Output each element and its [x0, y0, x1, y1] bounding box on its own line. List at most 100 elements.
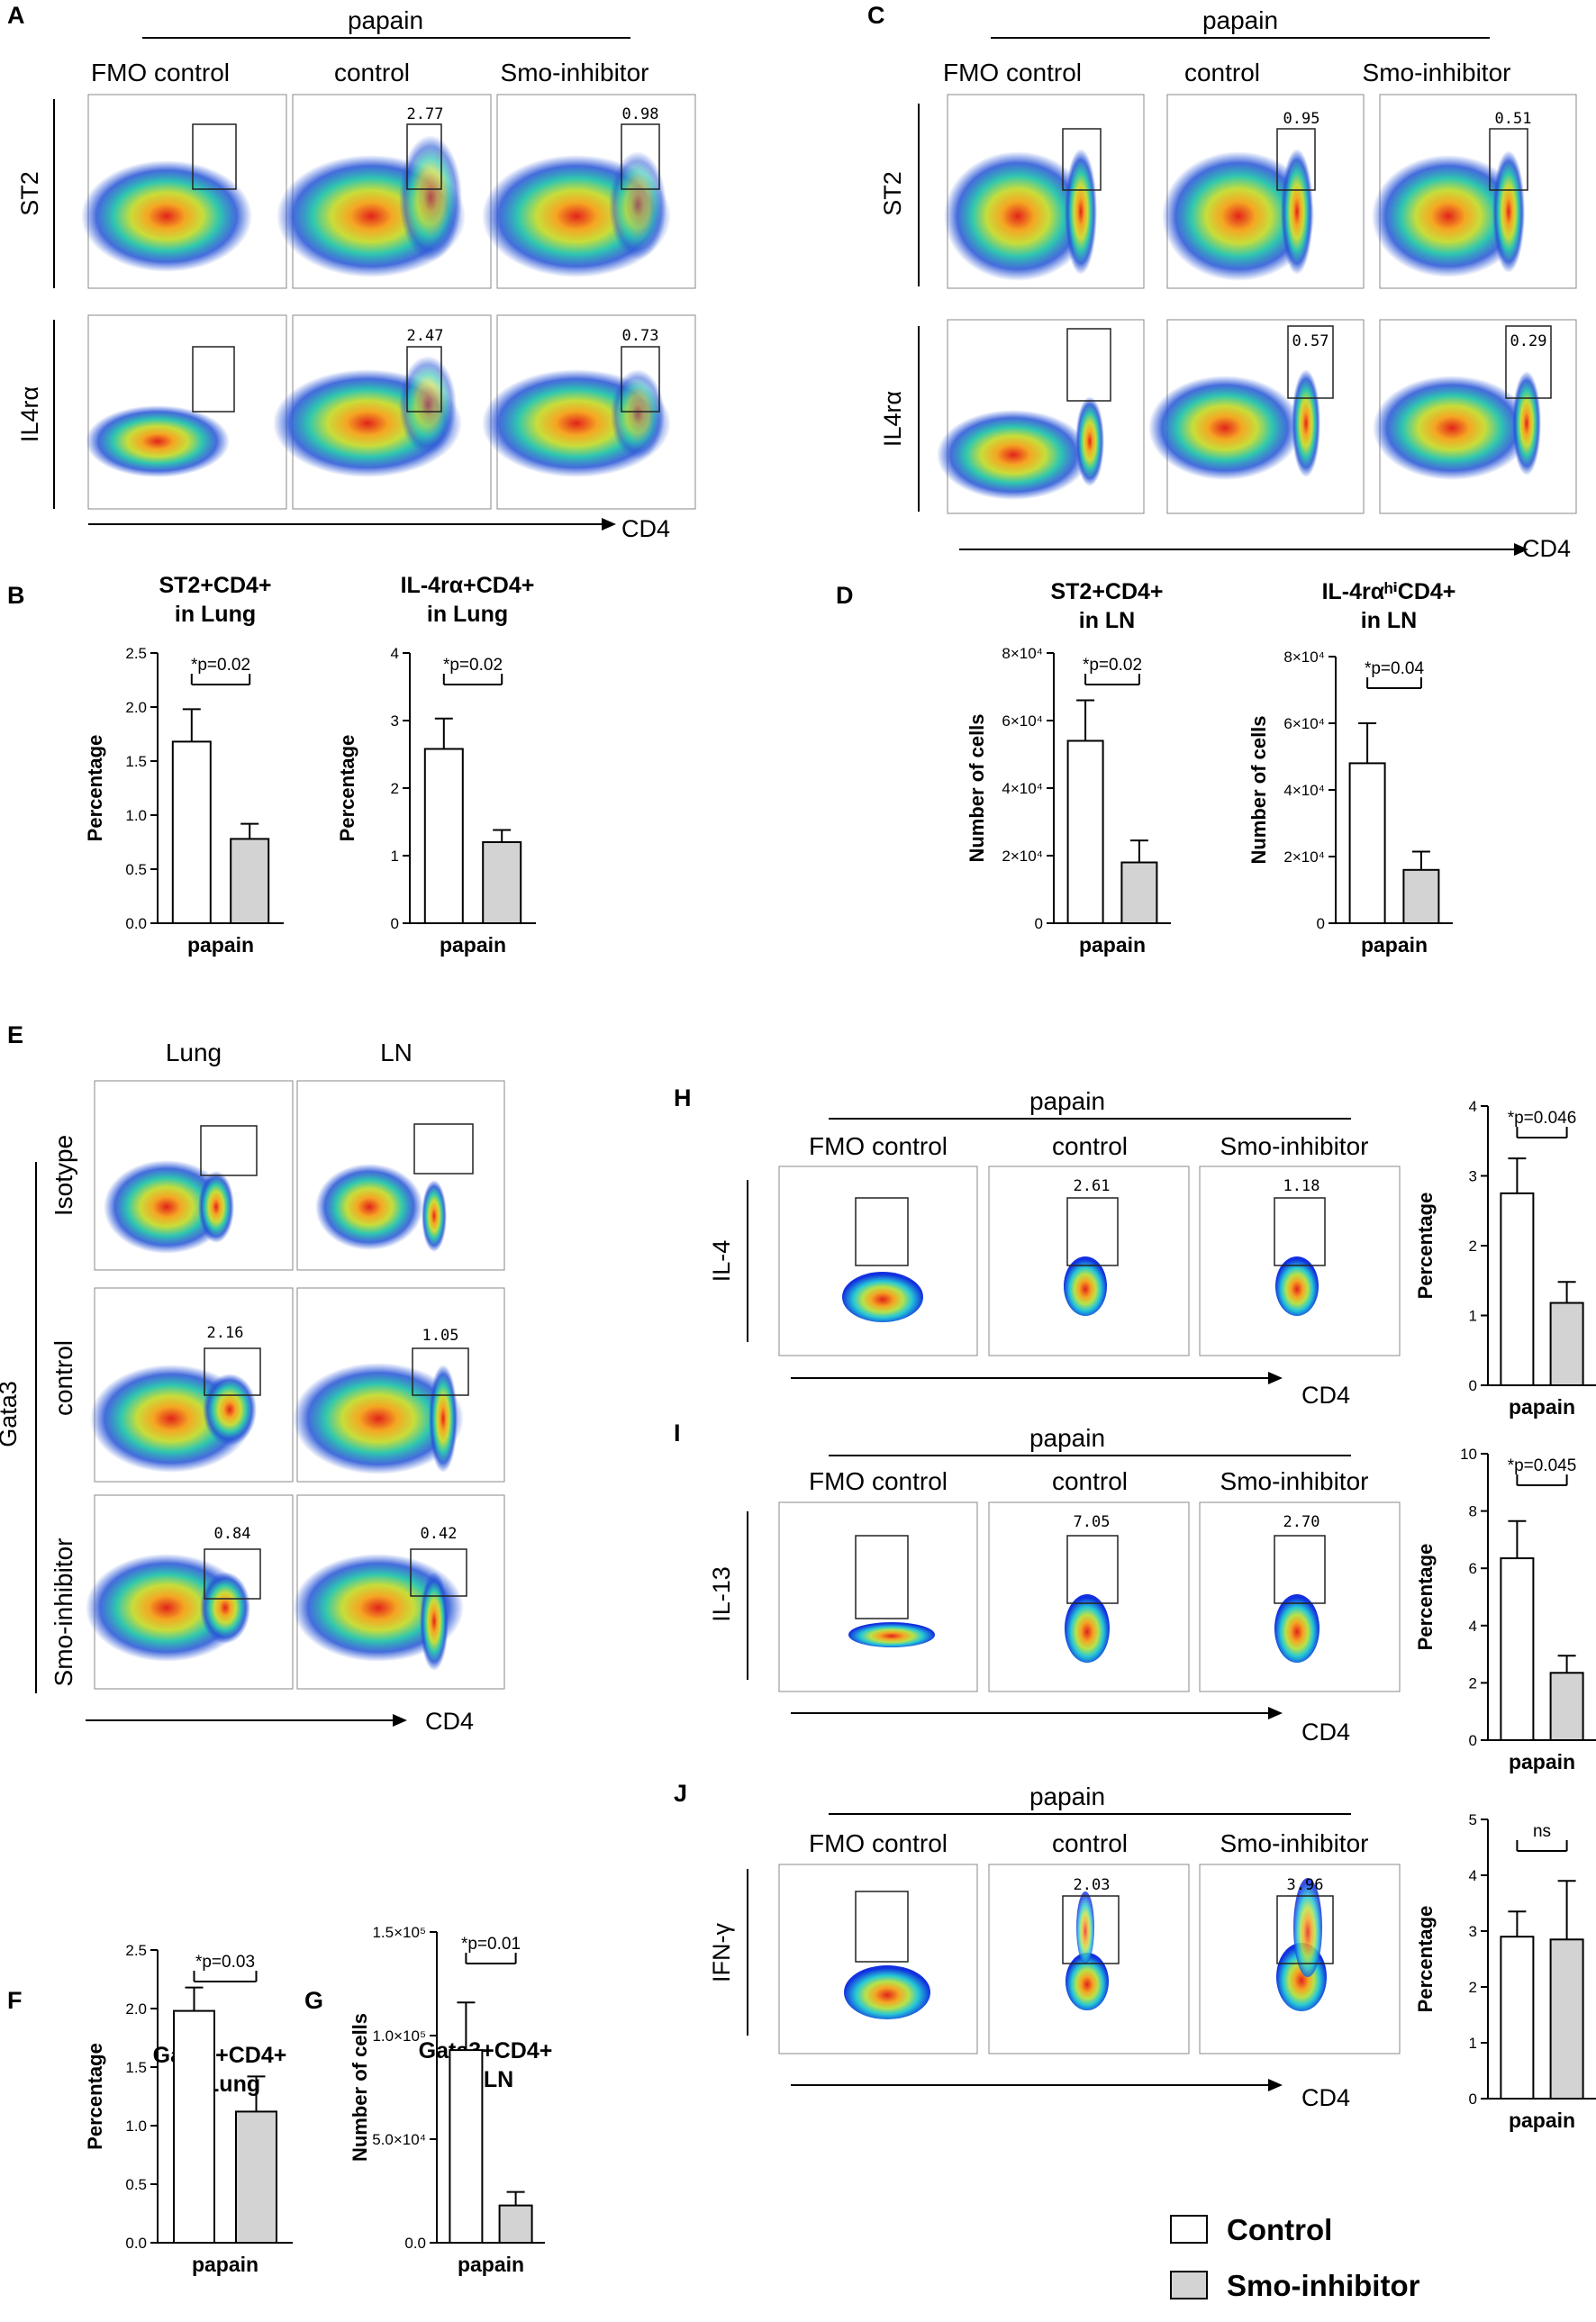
y-marker-gata3: Gata3 — [0, 1381, 22, 1447]
gate-value: 0.84 — [214, 1525, 251, 1543]
y-tick-label: 1.0 — [125, 2118, 147, 2135]
gate-value: 0.98 — [622, 105, 659, 123]
panel-c: papain FMO control control Smo-inhibitor… — [879, 6, 1577, 562]
significance-label: ns — [1533, 1822, 1551, 1841]
gate-value: 1.05 — [422, 1327, 459, 1345]
bar-chart-d1: ST2+CD4+ in LN 0 2×10⁴ 4×10⁴ 6×10⁴ 8×10⁴ Number… — [966, 579, 1171, 957]
y-marker-il4: IL-4 — [708, 1240, 735, 1283]
gate-value: 0.95 — [1283, 110, 1320, 128]
chart-title: in LN — [1079, 608, 1136, 633]
y-axis-label: Percentage — [1414, 1906, 1437, 2013]
y-tick-label: 4 — [391, 645, 399, 662]
x-axis-label: papain — [1509, 2109, 1575, 2132]
column-header-smo: Smo-inhibitor — [1363, 59, 1511, 86]
column-header-fmo: FMO control — [943, 59, 1082, 86]
chart-title: IL-4rα+CD4+ — [401, 573, 535, 598]
panel-letter-f: F — [7, 1987, 23, 2014]
y-marker-il13: IL-13 — [708, 1566, 735, 1622]
legend-swatch-control — [1170, 2215, 1208, 2244]
bar-smo-inhibitor — [482, 841, 522, 924]
bar-control — [173, 2009, 215, 2245]
chart-title: Gata3+CD4+ — [153, 2043, 287, 2068]
column-header-smo: Smo-inhibitor — [1220, 1829, 1369, 1857]
gate-value: 7.05 — [1074, 1513, 1111, 1531]
gate-value: 2.03 — [1074, 1876, 1111, 1894]
column-header-control: control — [1184, 59, 1260, 86]
y-tick-label: 0.5 — [125, 2176, 147, 2193]
y-axis-label: Percentage — [1414, 1193, 1437, 1300]
treatment-header: papain — [1029, 1424, 1105, 1452]
y-tick-label: 0 — [1469, 2091, 1477, 2108]
y-tick-label: 2 — [1469, 1674, 1477, 1692]
bar-smo-inhibitor — [235, 2110, 277, 2244]
bar-smo-inhibitor — [1549, 1302, 1584, 1387]
gate-value: 2.61 — [1074, 1177, 1111, 1195]
bar-charts: ST2+CD4+ in Lung 0.0 0.5 1.0 1.5 2.0 2.5 Percent… — [84, 573, 1596, 2276]
y-tick-label: 1 — [1469, 1308, 1477, 1325]
gate-value: 2.47 — [407, 327, 444, 345]
y-axis-label: Percentage — [1414, 1544, 1437, 1651]
y-tick-label: 1 — [1469, 2035, 1477, 2052]
y-tick-label: 0 — [1469, 1377, 1477, 1394]
bar-control — [1066, 739, 1104, 924]
x-marker-cd4: CD4 — [425, 1708, 474, 1735]
bar-chart-f: Gata3+CD4+in Lung0.00.51.01.52.02.5Perce… — [84, 1942, 293, 2276]
y-marker-st2: ST2 — [879, 171, 906, 216]
bar-chart-b1: ST2+CD4+ in Lung 0.0 0.5 1.0 1.5 2.0 2.5 Percent… — [84, 573, 284, 957]
x-axis-label: papain — [458, 2253, 524, 2276]
significance-label: *p=0.02 — [1083, 656, 1142, 675]
bar-control — [171, 740, 212, 925]
bar-control — [423, 748, 464, 924]
y-marker-il4ra: IL4rα — [879, 391, 906, 447]
panel-letter-h: H — [674, 1084, 692, 1111]
y-tick-label: 1 — [391, 848, 399, 865]
gate-value: 0.51 — [1495, 110, 1532, 128]
column-header-fmo: FMO control — [809, 1132, 948, 1160]
y-tick-label: 2×10⁴ — [1283, 848, 1325, 866]
y-axis-label: Percentage — [336, 735, 358, 842]
y-tick-label: 2 — [1469, 1238, 1477, 1255]
gate-value: 0.29 — [1510, 332, 1547, 350]
y-axis-label: Number of cells — [349, 2013, 371, 2162]
chart-title: ST2+CD4+ — [1050, 579, 1163, 604]
x-axis-label: papain — [192, 2253, 258, 2276]
bar-smo-inhibitor — [498, 2204, 533, 2245]
legend-label-control: Control — [1227, 2213, 1332, 2246]
chart-title: in Lung — [175, 602, 256, 627]
significance-label: *p=0.03 — [195, 1953, 255, 1972]
gate-value: 3.96 — [1287, 1876, 1324, 1894]
x-axis-label: papain — [1079, 933, 1146, 957]
significance-label: *p=0.01 — [461, 1935, 521, 1954]
legend-swatch-smo — [1170, 2271, 1208, 2299]
row-label-isotype: Isotype — [50, 1135, 77, 1216]
bar-smo-inhibitor — [1120, 861, 1158, 924]
column-header-lung: Lung — [166, 1039, 222, 1066]
panel-letter-b: B — [7, 582, 25, 609]
treatment-header: papain — [1202, 6, 1278, 34]
x-axis-label: papain — [1509, 1395, 1575, 1419]
x-axis-label: papain — [440, 933, 506, 957]
bar-smo-inhibitor — [230, 838, 270, 925]
chart-title: Gata3+CD4+ — [419, 2038, 553, 2063]
y-tick-label: 2 — [1469, 1979, 1477, 1996]
y-axis-label: Percentage — [84, 735, 106, 842]
y-marker-il4ra: IL4rα — [16, 386, 43, 442]
significance-label: *p=0.02 — [191, 656, 250, 675]
x-marker-cd4: CD4 — [1301, 2084, 1350, 2111]
bar-chart-g: Gata3+CD4+in LN0.05.0×10⁴1.0×10⁵1.5×10⁵N… — [349, 1924, 552, 2276]
column-header-control: control — [1052, 1829, 1128, 1857]
column-header-control: control — [1052, 1467, 1128, 1495]
panel-letter-i: I — [674, 1420, 681, 1447]
y-tick-label: 1.5 — [125, 753, 147, 770]
bar-control — [1348, 762, 1386, 925]
panel-letter-d: D — [836, 582, 854, 609]
gate-value: 2.77 — [407, 105, 444, 123]
y-marker-ifng: IFN-γ — [708, 1923, 735, 1982]
y-tick-label: 2.0 — [125, 699, 147, 716]
bar-control — [449, 2049, 484, 2245]
y-tick-label: 0.0 — [125, 2235, 147, 2252]
column-header-fmo: FMO control — [91, 59, 230, 86]
panel-letter-e: E — [7, 1021, 23, 1048]
column-header-fmo: FMO control — [809, 1467, 948, 1495]
